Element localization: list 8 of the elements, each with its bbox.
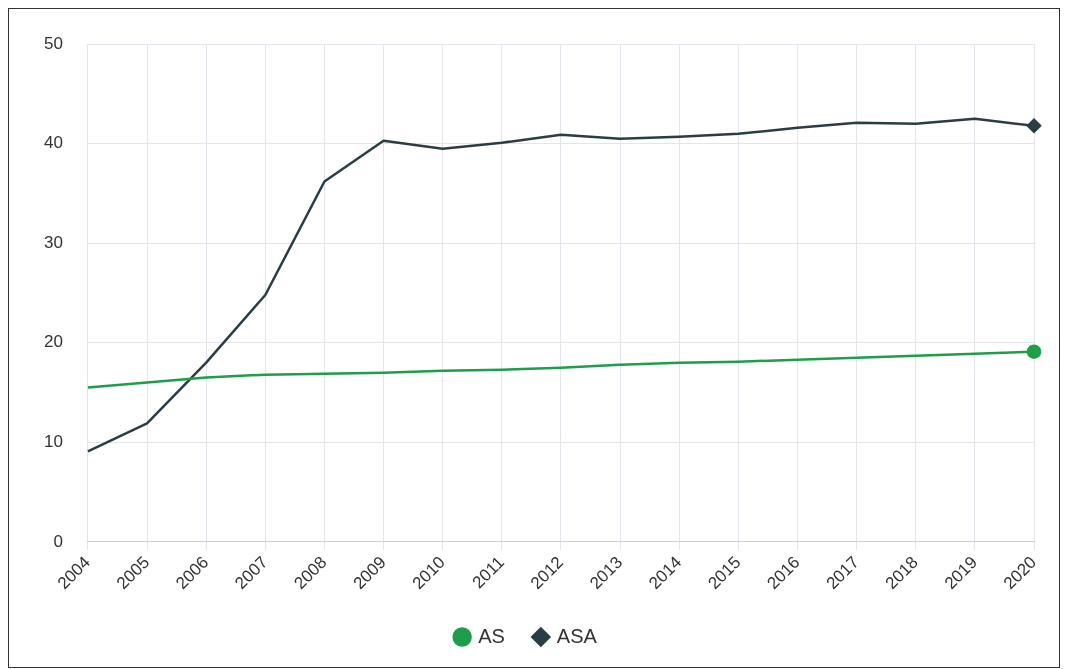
y-tick-label: 10	[43, 431, 63, 451]
legend-label: ASA	[556, 624, 598, 647]
y-tick-label: 40	[43, 133, 63, 153]
y-tick-label: 20	[43, 332, 63, 352]
legend-label: AS	[478, 624, 505, 647]
y-tick-label: 30	[43, 232, 63, 252]
y-tick-label: 50	[43, 33, 63, 53]
y-tick-label: 0	[53, 531, 63, 551]
